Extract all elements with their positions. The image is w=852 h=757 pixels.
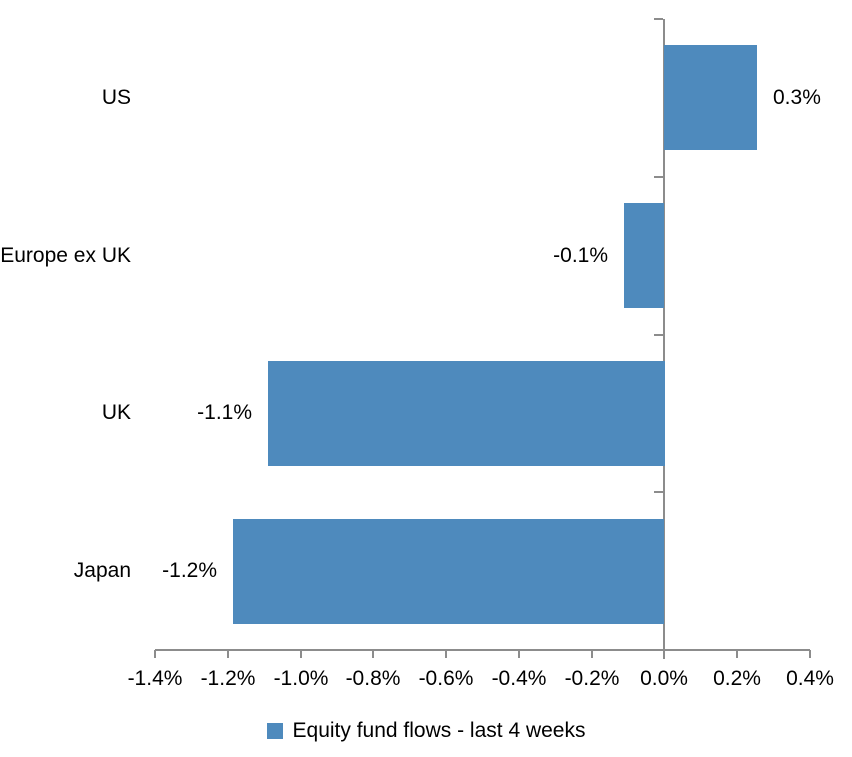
bar-uk <box>268 361 665 466</box>
legend: Equity fund flows - last 4 weeks <box>0 716 852 746</box>
x-axis-tick <box>809 650 811 658</box>
x-axis-tick <box>591 650 593 658</box>
x-axis-tick <box>736 650 738 658</box>
category-label-uk: UK <box>101 401 131 424</box>
category-label-us: US <box>101 86 131 109</box>
x-axis-tick-label--1-4-: -1.4% <box>127 667 183 690</box>
value-label-europe-ex-uk: -0.1% <box>553 244 608 267</box>
x-axis-tick-label--0-4-: -0.4% <box>491 667 547 690</box>
x-axis-tick <box>445 650 447 658</box>
bar-europe-ex-uk <box>624 203 664 308</box>
category-label-japan: Japan <box>73 559 131 582</box>
legend-series-label: Equity fund flows - last 4 weeks <box>292 719 586 742</box>
value-label-japan: -1.2% <box>162 559 217 582</box>
category-axis-tick <box>654 334 663 336</box>
x-axis-tick <box>154 650 156 658</box>
value-label-uk: -1.1% <box>197 401 252 424</box>
x-axis-tick <box>518 650 520 658</box>
x-axis-tick-label--0-2-: -0.2% <box>564 667 620 690</box>
category-axis-line <box>663 19 665 659</box>
category-label-europe-ex-uk: Europe ex UK <box>0 244 131 267</box>
x-axis-tick <box>663 650 665 658</box>
x-axis-tick-label-0-0-: 0.0% <box>640 667 688 690</box>
x-axis-tick-label-0-2-: 0.2% <box>713 667 761 690</box>
bar-japan <box>233 519 664 624</box>
x-axis-tick <box>227 650 229 658</box>
category-axis-tick <box>654 649 663 651</box>
x-axis-tick-label-0-4-: 0.4% <box>786 667 834 690</box>
x-axis-tick <box>372 650 374 658</box>
legend-series-marker-icon <box>266 723 283 739</box>
bar-us <box>664 45 757 150</box>
category-axis-tick <box>654 491 663 493</box>
x-axis-line <box>155 649 810 651</box>
category-axis-tick <box>654 18 663 20</box>
x-axis-tick-label--1-2-: -1.2% <box>200 667 256 690</box>
value-label-us: 0.3% <box>773 86 821 109</box>
x-axis-tick <box>300 650 302 658</box>
x-axis-tick-label--1-0-: -1.0% <box>273 667 329 690</box>
x-axis-tick-label--0-8-: -0.8% <box>345 667 401 690</box>
category-axis-tick <box>654 176 663 178</box>
x-axis-tick-label--0-6-: -0.6% <box>418 667 474 690</box>
